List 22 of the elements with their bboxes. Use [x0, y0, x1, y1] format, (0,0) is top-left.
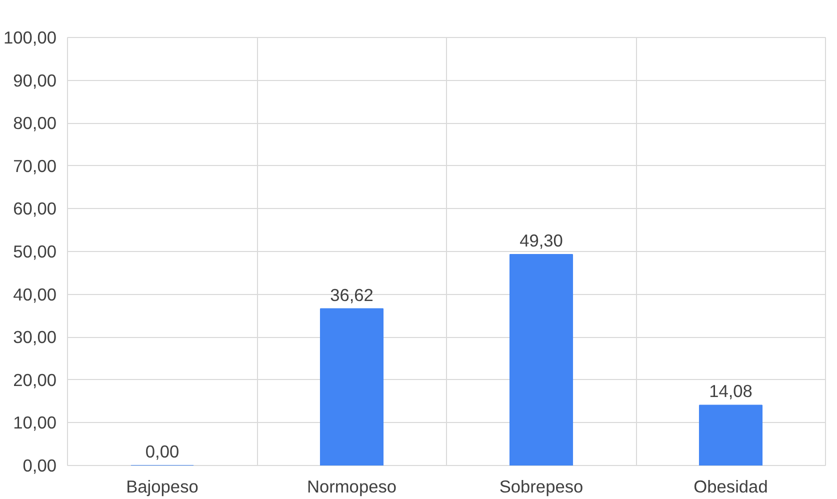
y-tick-label: 80,00: [13, 113, 57, 134]
data-label: 0,00: [145, 442, 180, 462]
bar: [698, 404, 763, 466]
y-tick-label: 100,00: [4, 28, 56, 48]
x-tick-label: Sobrepeso: [499, 476, 584, 496]
data-label: 49,30: [520, 230, 563, 250]
y-tick-label: 10,00: [13, 412, 57, 433]
y-tick-label: 50,00: [13, 242, 57, 262]
x-tick-label: Obesidad: [694, 476, 768, 496]
data-label: 14,08: [709, 381, 752, 402]
x-tick-label: Bajopeso: [126, 476, 198, 496]
y-tick-label: 30,00: [13, 327, 57, 348]
y-tick-label: 90,00: [13, 70, 57, 90]
data-label: 36,62: [330, 284, 374, 305]
y-tick-label: 70,00: [13, 156, 57, 176]
y-tick-label: 40,00: [13, 284, 57, 304]
y-tick-label: 20,00: [13, 370, 57, 390]
y-tick-label: 0,00: [22, 456, 57, 476]
bar: [320, 308, 384, 466]
y-tick-label: 60,00: [13, 198, 57, 219]
x-tick-label: Normopeso: [306, 476, 397, 496]
bar: [509, 254, 574, 466]
